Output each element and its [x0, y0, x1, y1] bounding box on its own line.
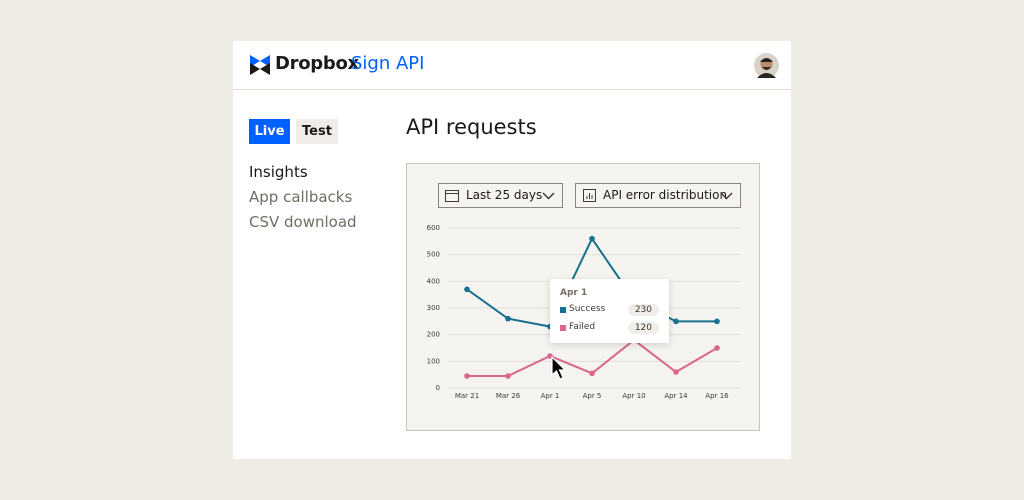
x-tick-label: Apr 14 — [664, 392, 688, 400]
x-tick-label: Mar 21 — [455, 392, 479, 400]
y-tick-label: 200 — [427, 331, 440, 339]
x-tick-label: Apr 16 — [705, 392, 729, 400]
tooltip: Apr 1 Success 230 Failed 120 — [550, 279, 669, 343]
tooltip-value: 120 — [627, 322, 659, 334]
y-tick-label: 400 — [427, 277, 440, 285]
y-tick-label: 500 — [427, 251, 440, 259]
legend-label: Success — [569, 304, 606, 314]
y-tick-label: 300 — [427, 304, 440, 312]
y-tick-label: 600 — [427, 224, 440, 232]
data-point — [505, 373, 511, 379]
date-filter[interactable]: Last 25 days — [438, 183, 563, 208]
legend-swatch — [560, 307, 566, 313]
data-point — [673, 369, 679, 375]
x-tick-label: Apr 5 — [583, 392, 602, 400]
data-point — [505, 315, 511, 322]
data-point — [464, 373, 470, 379]
data-point — [589, 235, 595, 242]
page-title: API requests — [406, 115, 537, 139]
brand: Dropbox — [275, 53, 359, 74]
nav-link[interactable]: CSV download — [249, 213, 357, 231]
logo-icon — [250, 55, 270, 75]
nav-link[interactable]: Insights — [249, 163, 308, 181]
data-point — [589, 370, 595, 377]
data-point — [547, 353, 553, 359]
divider — [233, 89, 791, 90]
legend-label: Failed — [569, 322, 596, 332]
data-point — [464, 286, 470, 293]
cursor — [551, 356, 567, 380]
x-tick-label: Mar 26 — [496, 392, 521, 400]
data-point — [714, 318, 720, 325]
y-tick-label: 0 — [436, 384, 440, 392]
tooltip-value: 230 — [627, 304, 659, 316]
tooltip-date: Apr 1 — [560, 288, 588, 298]
x-tick-label: Apr 10 — [622, 392, 645, 400]
data-point — [673, 318, 679, 325]
nav-link[interactable]: App callbacks — [249, 188, 353, 206]
filter-label: Last 25 days — [466, 188, 543, 202]
metric-filter[interactable]: API error distribution — [575, 183, 741, 208]
avatar[interactable] — [754, 53, 779, 78]
live-button[interactable]: Live — [249, 119, 290, 144]
filter-label: API error distribution — [603, 188, 728, 202]
test-button[interactable]: Test — [296, 119, 338, 144]
data-point — [714, 345, 720, 351]
legend-swatch — [560, 325, 566, 331]
product: Sign API — [351, 53, 425, 74]
x-tick-label: Apr 1 — [541, 392, 560, 400]
y-tick-label: 100 — [427, 357, 440, 365]
